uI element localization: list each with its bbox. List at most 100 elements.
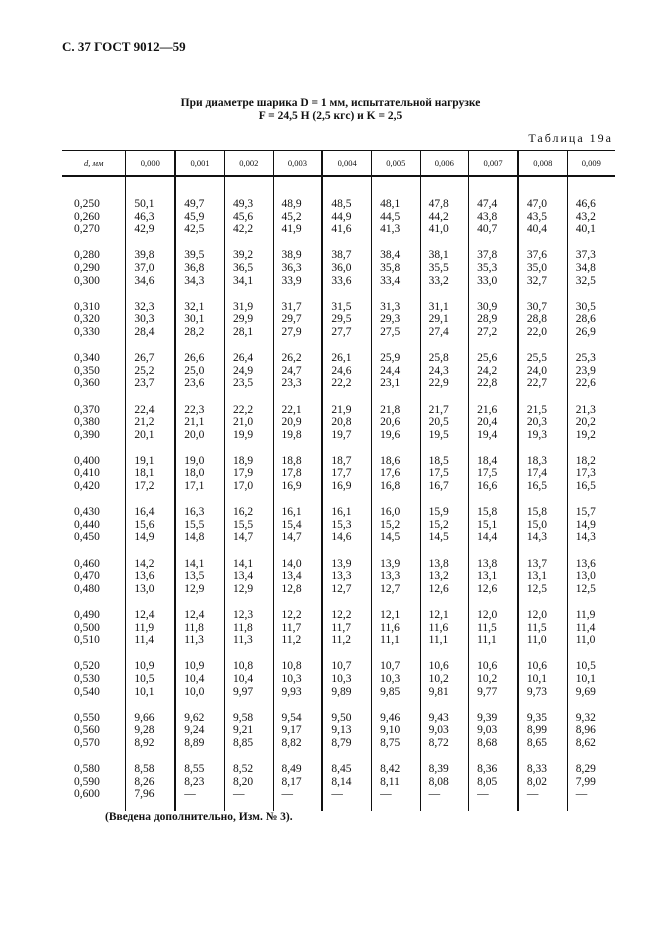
hardness-cell: 8,85: [224, 736, 273, 750]
column-header: 0,005: [371, 150, 421, 177]
hardness-cell: 8,79: [321, 736, 372, 750]
hardness-cell: 9,17: [272, 724, 323, 737]
hardness-cell: 14,3: [566, 531, 615, 545]
hardness-cell: 14,5: [371, 531, 421, 545]
hardness-cell: 10,8: [224, 660, 273, 673]
hardness-cell: 44,5: [371, 210, 421, 224]
table-title: При диаметре шарика D = 1 мм, испытатель…: [0, 97, 661, 123]
hardness-cell: 13,7: [516, 557, 568, 571]
hardness-cell: 21,8: [371, 403, 421, 417]
hardness-cell: 20,0: [174, 428, 225, 442]
hardness-cell: 16,4: [125, 506, 176, 519]
hardness-cell: 10,9: [174, 660, 225, 673]
hardness-cell: 8,82: [272, 736, 323, 750]
hardness-cell: 28,8: [516, 313, 568, 326]
diameter-cell: 0,330: [74, 325, 100, 338]
hardness-cell: 26,6: [174, 352, 225, 365]
diameter-cell: 0,520: [74, 660, 100, 673]
column-header: 0,003: [272, 150, 323, 177]
hardness-cell: 31,9: [224, 300, 273, 314]
hardness-cell: 9,81: [419, 685, 469, 699]
hardness-cell: 36,3: [272, 261, 323, 275]
hardness-cell: 15,2: [419, 518, 469, 532]
hardness-cell: 22,1: [272, 403, 323, 417]
hardness-cell: 18,5: [419, 454, 469, 468]
hardness-cell: —: [516, 788, 568, 801]
hardness-cell: 10,6: [516, 660, 568, 673]
hardness-cell: 35,0: [516, 261, 568, 275]
hardness-cell: 16,9: [321, 480, 372, 493]
hardness-cell: 17,9: [224, 467, 273, 481]
hardness-cell: 18,0: [174, 467, 225, 481]
hardness-cell: 13,4: [224, 570, 273, 583]
hardness-cell: 25,2: [125, 364, 176, 378]
hardness-cell: 19,8: [272, 428, 323, 442]
hardness-cell: 27,2: [468, 325, 518, 339]
hardness-cell: 32,5: [566, 274, 615, 288]
row-spacer: [62, 595, 615, 609]
hardness-cell: 8,26: [125, 775, 176, 789]
hardness-cell: 27,5: [371, 325, 421, 339]
hardness-cell: 17,0: [224, 480, 273, 493]
hardness-cell: 33,9: [272, 274, 323, 288]
hardness-cell: 16,9: [272, 480, 323, 493]
hardness-cell: 8,17: [272, 775, 323, 789]
hardness-cell: 8,89: [174, 736, 225, 750]
hardness-cell: 11,3: [174, 634, 225, 647]
hardness-cell: 12,8: [272, 582, 323, 596]
hardness-cell: 11,9: [125, 621, 176, 635]
hardness-cell: 33,2: [419, 274, 469, 288]
row-spacer: [62, 698, 615, 712]
hardness-cell: 20,4: [468, 416, 518, 429]
page-header: С. 37 ГОСТ 9012—59: [62, 39, 186, 54]
table-row: 0,270 42,9 42,5 42,2 41,9 41,6 41,3 41,0 40,7 40,…: [62, 223, 615, 236]
hardness-cell: 29,5: [321, 313, 372, 326]
hardness-cell: 15,5: [224, 518, 273, 532]
hardness-cell: 23,5: [224, 377, 273, 390]
hardness-cell: 10,5: [566, 660, 615, 673]
hardness-cell: 36,0: [321, 261, 372, 275]
column-header: 0,006: [419, 150, 469, 177]
hardness-cell: 38,1: [419, 249, 469, 262]
hardness-cell: 12,2: [321, 609, 372, 622]
hardness-cell: 13,6: [566, 557, 615, 571]
hardness-cell: 9,10: [371, 724, 421, 737]
hardness-cell: 25,9: [371, 352, 421, 365]
header-d: d, мм: [62, 150, 126, 177]
table-row: 0,360 23,7 23,6 23,5 23,3 22,2 23,1 22,9 22,8 22,…: [62, 377, 615, 390]
hardness-cell: 23,3: [272, 377, 323, 390]
hardness-cell: 11,6: [371, 621, 421, 635]
column-header: 0,007: [468, 150, 518, 177]
hardness-cell: 8,68: [468, 736, 518, 750]
row-spacer: [62, 235, 615, 250]
hardness-cell: 9,03: [468, 724, 518, 737]
hardness-cell: 9,39: [468, 711, 518, 725]
hardness-cell: 14,9: [566, 518, 615, 532]
hardness-cell: 33,4: [371, 274, 421, 288]
hardness-cell: 29,3: [371, 313, 421, 326]
hardness-cell: 14,7: [224, 531, 273, 545]
table-row: 0,590 8,26 8,23 8,20 8,17 8,14 8,11 8,08 8,05 8,0…: [62, 775, 615, 789]
hardness-cell: 30,9: [468, 300, 518, 314]
hardness-cell: 23,9: [566, 364, 615, 378]
hardness-cell: 16,0: [371, 506, 421, 519]
hardness-cell: 13,9: [371, 557, 421, 571]
hardness-cell: 34,3: [174, 274, 225, 288]
hardness-table: d, мм 0,000 0,001 0,002 0,003 0,004 0,005 0,006…: [62, 150, 615, 811]
table-label: Таблица 19а: [528, 131, 613, 145]
hardness-cell: 8,36: [468, 763, 518, 776]
hardness-cell: 9,66: [125, 711, 176, 725]
hardness-cell: 17,3: [566, 467, 615, 481]
hardness-cell: 11,4: [125, 634, 176, 647]
hardness-cell: 16,7: [419, 480, 469, 493]
hardness-cell: 12,3: [224, 609, 273, 622]
hardness-cell: 30,3: [125, 313, 176, 326]
table-row: 0,540 10,1 10,0 9,97 9,93 9,89 9,85 9,81 9,77 9,7…: [62, 685, 615, 699]
hardness-cell: 34,1: [224, 274, 273, 288]
hardness-cell: —: [272, 788, 323, 801]
table-row: 0,260 46,3 45,9 45,6 45,2 44,9 44,5 44,2 43,8 43,…: [62, 210, 615, 224]
hardness-cell: 9,35: [516, 711, 568, 725]
hardness-cell: 37,0: [125, 261, 176, 275]
hardness-cell: 35,3: [468, 261, 518, 275]
